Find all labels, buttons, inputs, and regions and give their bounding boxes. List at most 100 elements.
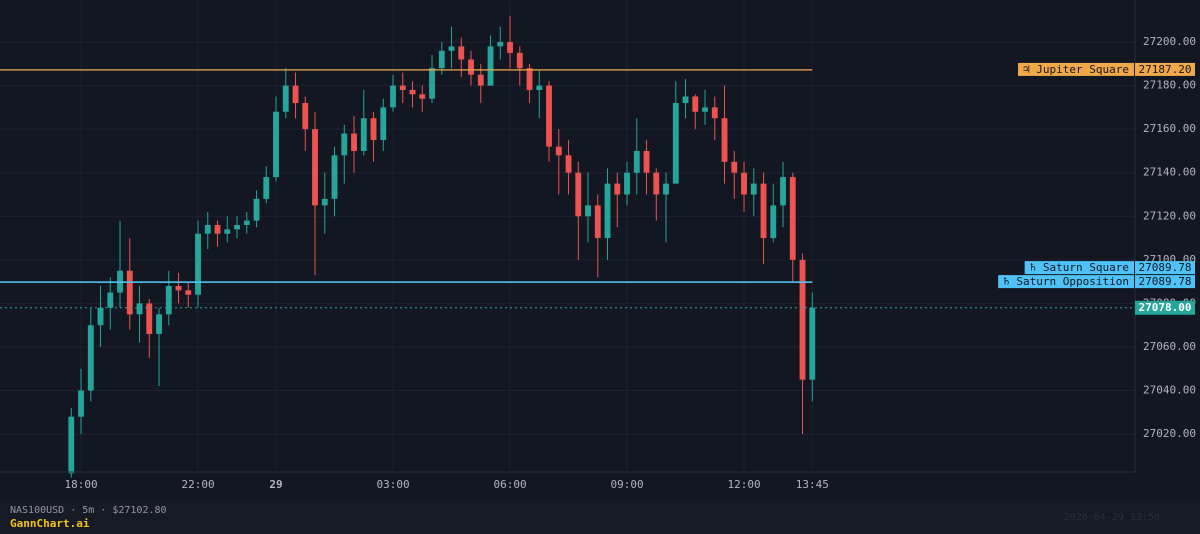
candle-body: [760, 183, 767, 239]
candle-body: [604, 183, 611, 239]
candle-body: [770, 205, 777, 239]
candle-body: [321, 198, 328, 206]
candle-body: [663, 183, 669, 195]
candle-body: [87, 325, 94, 391]
candle-body: [594, 205, 601, 239]
candle-body: [458, 46, 465, 60]
candle-body: [156, 314, 162, 334]
candle-body: [409, 89, 416, 95]
candle-body: [253, 198, 260, 221]
candle-body: [429, 68, 435, 99]
candle-body: [399, 85, 406, 90]
candle-body: [107, 292, 114, 308]
level-name-box: [1024, 261, 1134, 275]
y-tick-label: 27060.00: [1143, 340, 1196, 353]
candle-body: [292, 85, 299, 104]
candle-body: [575, 172, 582, 217]
candle-body: [224, 229, 231, 234]
candle-body: [312, 129, 318, 206]
candle-body: [721, 118, 728, 162]
level-value-box: [1135, 275, 1195, 289]
timestamp: 2026-04-29 13:50: [1064, 512, 1160, 523]
candle-body: [351, 133, 357, 151]
level-name: ♄ Saturn Square: [1030, 261, 1129, 274]
x-tick-label: 03:00: [376, 478, 409, 491]
candle-body: [741, 172, 747, 195]
y-tick-label: 27120.00: [1143, 209, 1196, 222]
level-name-box: [1018, 62, 1134, 76]
level-name-box: [998, 275, 1134, 289]
level-name: ♃ Jupiter Square: [1023, 63, 1129, 76]
candle-body: [78, 390, 84, 417]
candle-body: [68, 416, 75, 474]
candle-body: [370, 118, 377, 141]
y-tick-label: 27160.00: [1143, 122, 1196, 135]
candle-body: [175, 285, 182, 291]
candle-body: [555, 146, 562, 156]
candle-body: [526, 68, 533, 90]
level-value-label: 27089.78: [1139, 275, 1192, 288]
candle-body: [516, 52, 523, 69]
candle-body: [497, 42, 504, 47]
candle-body: [653, 172, 660, 195]
candle-body: [789, 177, 796, 260]
candle-body: [438, 50, 445, 69]
candle-body: [711, 107, 718, 119]
candle-body: [243, 220, 250, 226]
level-value-label: 27089.78: [1139, 261, 1192, 274]
candle-body: [126, 270, 133, 315]
x-tick-label: 06:00: [493, 478, 526, 491]
candle-body: [614, 183, 621, 195]
candle-body: [282, 85, 289, 112]
last-price-label: 27078.00: [1139, 301, 1192, 314]
candle-body: [692, 96, 699, 112]
level-value-label: 27187.20: [1139, 63, 1192, 76]
y-tick-label: 27020.00: [1143, 427, 1196, 440]
candle-body: [633, 150, 640, 173]
candle-body: [565, 155, 572, 173]
candle-body: [731, 161, 738, 173]
candle-body: [780, 177, 786, 206]
y-tick-label: 27140.00: [1143, 166, 1196, 179]
footer: [0, 500, 1200, 534]
candle-body: [672, 103, 679, 184]
candle-body: [390, 85, 396, 108]
candle-body: [263, 177, 270, 199]
candle-body: [536, 85, 543, 90]
candle-body: [750, 183, 757, 195]
symbol-info: NAS100USD · 5m · $27102.80: [10, 505, 167, 516]
candle-body: [487, 46, 494, 86]
level-value-box: [1135, 261, 1195, 275]
candle-body: [507, 42, 513, 53]
candle-body: [809, 307, 816, 380]
labels: 27020.0027040.0027060.0027080.0027100.00…: [64, 35, 1196, 491]
candle-body: [331, 155, 338, 199]
candle-body: [546, 85, 552, 147]
candle-body: [165, 285, 172, 315]
candle-body: [185, 290, 192, 295]
candle-body: [214, 225, 221, 234]
candle-body: [643, 150, 650, 173]
last-price-box: [1135, 300, 1195, 315]
candle-body: [204, 225, 211, 234]
y-tick-label: 27040.00: [1143, 384, 1196, 397]
x-tick-label: 13:45: [796, 478, 829, 491]
candle-body: [97, 307, 104, 326]
candle-body: [624, 172, 630, 195]
candle-body: [419, 94, 426, 99]
candle-body: [682, 96, 689, 104]
candle-body: [136, 303, 143, 315]
y-tick-label: 27180.00: [1143, 79, 1196, 92]
candle-body: [468, 59, 474, 75]
candle-body: [702, 107, 708, 112]
y-tick-label: 27200.00: [1143, 35, 1196, 48]
candle-body: [195, 233, 201, 295]
x-tick-label: 12:00: [727, 478, 760, 491]
level-name: ♄ Saturn Opposition: [1003, 275, 1129, 288]
plot: [0, 15, 1135, 478]
level-value-box: [1135, 62, 1195, 76]
candle-body: [799, 259, 806, 380]
brand: GannChart.ai: [10, 517, 90, 530]
